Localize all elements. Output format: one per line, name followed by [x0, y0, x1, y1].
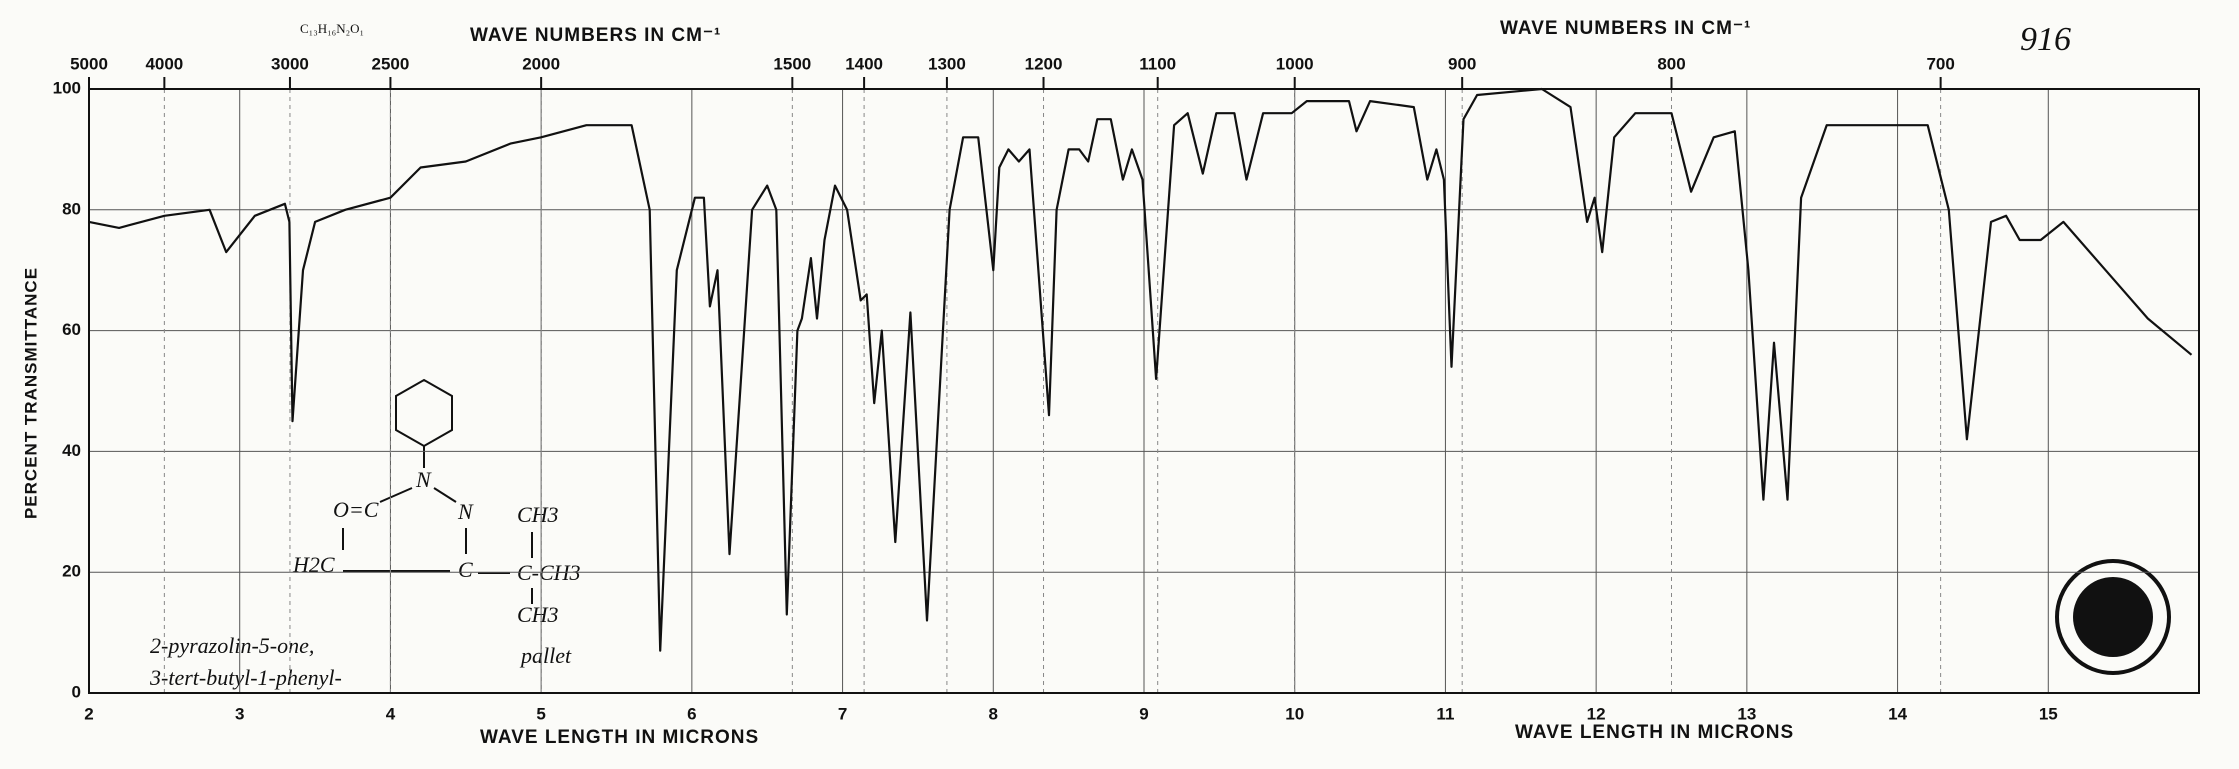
y-tick-label: 100 — [53, 78, 81, 97]
y-tick-label: 20 — [62, 562, 81, 581]
x-tick-label: 15 — [2039, 704, 2058, 723]
bond — [433, 487, 457, 503]
top-tick-label: 1500 — [773, 54, 811, 73]
compound-name: 3-tert-butyl-1-phenyl- — [149, 665, 342, 690]
x-tick-label: 9 — [1139, 704, 1148, 723]
structure-label: N — [415, 467, 432, 492]
y-tick-label: 80 — [62, 199, 81, 218]
top-axis-label: WAVE NUMBERS IN CM⁻¹ — [470, 25, 721, 46]
x-tick-label: 7 — [838, 704, 847, 723]
x-axis-label: WAVE LENGTH IN MICRONS — [480, 727, 759, 748]
structure-label: O=C — [333, 497, 379, 522]
x-tick-label: 13 — [1737, 704, 1756, 723]
top-tick-label: 1100 — [1139, 54, 1176, 73]
bond — [379, 487, 413, 503]
top-tick-label: 5000 — [70, 54, 108, 73]
x-tick-label: 14 — [1888, 704, 1907, 723]
x-tick-label: 2 — [84, 704, 93, 723]
spectrum-line — [88, 87, 2193, 652]
top-tick-label: 1200 — [1025, 54, 1063, 73]
x-tick-label: 6 — [687, 704, 696, 723]
phenyl-ring — [395, 378, 453, 448]
x-tick-label: 12 — [1587, 704, 1606, 723]
structure-label: CH3 — [517, 602, 559, 627]
x-tick-label: 3 — [235, 704, 244, 723]
formula: C₁₃H₁₆N₂O₁ — [300, 21, 364, 36]
structure-label: CH3 — [517, 502, 559, 527]
top-tick-label: 4000 — [145, 54, 183, 73]
top-tick-label: 900 — [1448, 54, 1476, 73]
y-tick-label: 0 — [72, 682, 81, 701]
x-tick-label: 4 — [386, 704, 396, 723]
structure-label: C — [458, 557, 473, 582]
x-axis-label: WAVE LENGTH IN MICRONS — [1515, 722, 1794, 743]
x-tick-label: 5 — [536, 704, 545, 723]
plot-frame — [88, 88, 2200, 694]
top-axis-label: WAVE NUMBERS IN CM⁻¹ — [1500, 18, 1751, 39]
logo-ring — [2055, 559, 2171, 675]
structure-label: N — [457, 499, 474, 524]
top-tick-label: 1000 — [1276, 54, 1314, 73]
top-tick-label: 3000 — [271, 54, 309, 73]
top-tick-label: 1300 — [928, 54, 966, 73]
x-tick-label: 8 — [989, 704, 998, 723]
top-tick-label: 700 — [1926, 54, 1954, 73]
x-tick-label: 10 — [1285, 704, 1304, 723]
x-tick-label: 11 — [1436, 704, 1454, 723]
top-tick-label: 800 — [1657, 54, 1685, 73]
structure-label: H2C — [292, 552, 335, 577]
compound-name: 2-pyrazolin-5-one, — [150, 633, 314, 658]
sample-note: pallet — [519, 643, 572, 668]
logo-center — [2073, 577, 2153, 657]
y-tick-label: 40 — [62, 441, 81, 460]
top-tick-label: 2500 — [372, 54, 410, 73]
logo — [2055, 559, 2171, 675]
y-axis-label: PERCENT TRANSMITTANCE — [21, 267, 40, 519]
note-number: 916 — [2020, 21, 2071, 58]
structure: N O=C N CH3 H2C C C-CH3 CH3 — [292, 378, 581, 627]
top-tick-label: 1400 — [845, 54, 883, 73]
y-tick-label: 60 — [62, 320, 81, 339]
top-tick-label: 2000 — [522, 54, 560, 73]
